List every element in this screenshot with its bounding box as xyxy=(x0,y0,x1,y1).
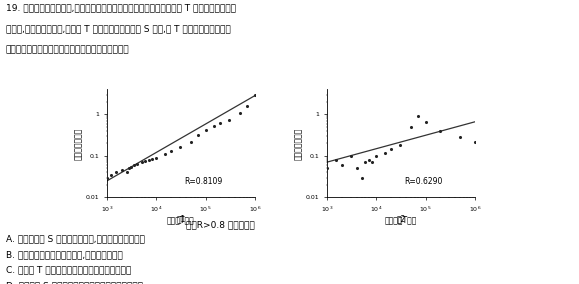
Point xyxy=(193,133,203,137)
Point xyxy=(352,166,361,171)
Point xyxy=(380,150,390,155)
Text: 的抗体,进一步研究发现,特异性 T 细胞主要针对病毒的 S 蛋白,且 T 细胞相对数量和特异: 的抗体,进一步研究发现,特异性 T 细胞主要针对病毒的 S 蛋白,且 T 细胞相… xyxy=(6,24,230,33)
Text: C. 特异性 T 细胞的活化需要抗原呈递细胞的参与: C. 特异性 T 细胞的活化需要抗原呈递细胞的参与 xyxy=(6,266,131,275)
Point xyxy=(141,159,150,163)
Point xyxy=(201,128,210,132)
Text: 注：R>0.8 时高度相关: 注：R>0.8 时高度相关 xyxy=(186,220,254,229)
X-axis label: 特异性T细胞: 特异性T细胞 xyxy=(167,216,195,225)
Point xyxy=(225,118,234,123)
Point xyxy=(436,129,445,133)
Point xyxy=(455,135,464,139)
Point xyxy=(118,168,127,173)
Point xyxy=(470,139,479,144)
Text: D. 新冠病毒 S 蛋白激发产生特异性抗体属于体液免疫: D. 新冠病毒 S 蛋白激发产生特异性抗体属于体液免疫 xyxy=(6,281,143,284)
Point xyxy=(186,139,195,144)
Point xyxy=(243,104,252,108)
Point xyxy=(210,124,219,128)
Point xyxy=(235,110,244,115)
Point xyxy=(107,172,116,177)
Point xyxy=(361,160,370,164)
Point xyxy=(111,170,120,175)
Point xyxy=(175,145,185,150)
Point xyxy=(147,156,156,161)
Point xyxy=(346,154,356,158)
Point xyxy=(160,152,170,156)
Text: 图2: 图2 xyxy=(397,214,406,224)
Point xyxy=(364,158,373,162)
Point xyxy=(413,114,423,118)
Point xyxy=(338,163,347,167)
Point xyxy=(395,143,405,148)
Point xyxy=(216,121,225,125)
Text: 性抗体浓度相关性如图所示。下列有关叙述错误的是: 性抗体浓度相关性如图所示。下列有关叙述错误的是 xyxy=(6,45,130,55)
Point xyxy=(124,166,134,171)
Point xyxy=(331,158,340,162)
Point xyxy=(406,125,415,129)
Point xyxy=(372,154,381,158)
Point xyxy=(323,166,332,171)
Point xyxy=(167,149,176,153)
Point xyxy=(102,175,112,180)
Point xyxy=(387,146,396,151)
Text: A. 新冠病毒的 S 蛋白属于其抗原,引起特异性免疫反应: A. 新冠病毒的 S 蛋白属于其抗原,引起特异性免疫反应 xyxy=(6,234,145,243)
Point xyxy=(152,156,161,160)
Point xyxy=(144,158,153,162)
Y-axis label: 特异性抗体浓度: 特异性抗体浓度 xyxy=(294,127,303,160)
Point xyxy=(367,160,376,164)
X-axis label: 非特异性T细胞: 非特异性T细胞 xyxy=(385,216,417,225)
Text: 19. 人体感染新冠病毒后,科学家在康复患者体内检测到了病毒特异性的 T 细胞和病毒特异性: 19. 人体感染新冠病毒后,科学家在康复患者体内检测到了病毒特异性的 T 细胞和… xyxy=(6,3,236,12)
Point xyxy=(250,92,259,97)
Y-axis label: 特异性抗体浓度: 特异性抗体浓度 xyxy=(74,127,83,160)
Text: R=0.6290: R=0.6290 xyxy=(404,178,442,186)
Point xyxy=(357,175,366,180)
Point xyxy=(122,170,131,175)
Point xyxy=(129,163,138,167)
Point xyxy=(126,164,135,169)
Text: R=0.8109: R=0.8109 xyxy=(184,178,222,186)
Point xyxy=(421,120,430,124)
Point xyxy=(137,160,146,164)
Text: B. 康复患者体内存在记忆细胞,不会被再次感染: B. 康复患者体内存在记忆细胞,不会被再次感染 xyxy=(6,250,123,259)
Text: 图1: 图1 xyxy=(177,214,186,224)
Point xyxy=(132,161,141,166)
